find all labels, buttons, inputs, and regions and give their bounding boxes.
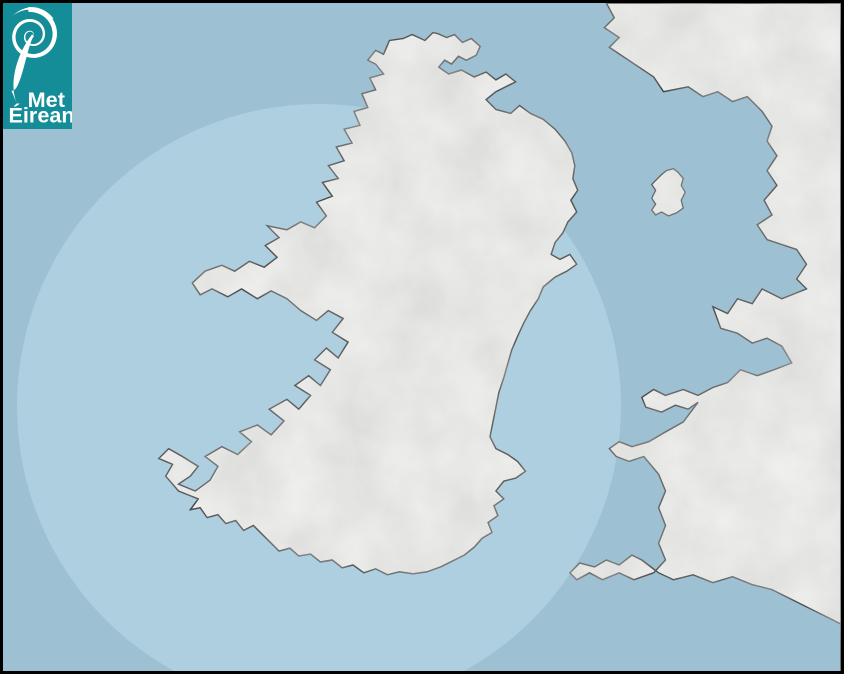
svg-text:Éireann: Éireann — [8, 103, 72, 127]
